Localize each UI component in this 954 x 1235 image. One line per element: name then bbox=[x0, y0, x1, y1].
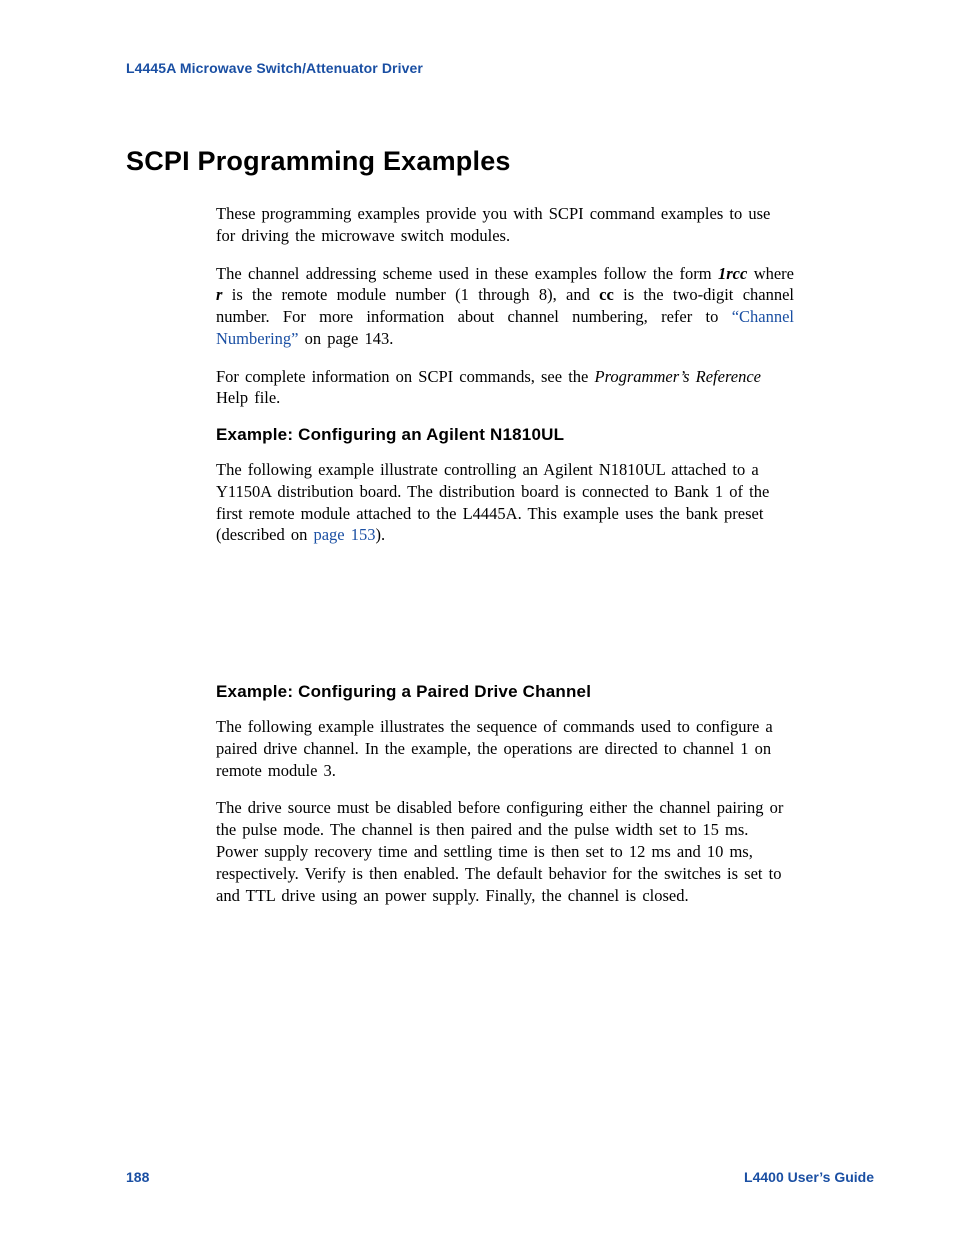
section-title: SCPI Programming Examples bbox=[126, 146, 828, 177]
text-run: is the remote module number (1 through 8… bbox=[222, 285, 599, 304]
example-1-heading: Example: Configuring an Agilent N1810UL bbox=[216, 425, 794, 445]
text-run: Help file. bbox=[216, 388, 280, 407]
page-footer: 188 L4400 User’s Guide bbox=[126, 1169, 874, 1185]
text-run: The following example illustrate control… bbox=[216, 460, 769, 544]
code-placeholder-gap bbox=[216, 562, 794, 672]
text-run: The channel addressing scheme used in th… bbox=[216, 264, 718, 283]
doc-title-italic: Programmer’s Reference bbox=[594, 367, 761, 386]
page-number: 188 bbox=[126, 1169, 149, 1185]
text-run: For complete information on SCPI command… bbox=[216, 367, 594, 386]
body-column: These programming examples provide you w… bbox=[216, 203, 794, 906]
cross-ref-link[interactable]: page 153 bbox=[313, 525, 375, 544]
example-1-paragraph: The following example illustrate control… bbox=[216, 459, 794, 546]
text-run: and TTL drive using an bbox=[216, 886, 385, 905]
text-run: where bbox=[747, 264, 794, 283]
text-run: ). bbox=[376, 525, 386, 544]
text-run: power supply. Finally, the channel is cl… bbox=[385, 886, 689, 905]
running-head: L4445A Microwave Switch/Attenuator Drive… bbox=[126, 60, 828, 76]
text-run: on page 143. bbox=[298, 329, 393, 348]
example-2-paragraph-2: The drive source must be disabled before… bbox=[216, 797, 794, 906]
inline-code-form: 1rcc bbox=[718, 264, 747, 283]
intro-paragraph-1: These programming examples provide you w… bbox=[216, 203, 794, 247]
intro-paragraph-2: The channel addressing scheme used in th… bbox=[216, 263, 794, 350]
intro-paragraph-3: For complete information on SCPI command… bbox=[216, 366, 794, 410]
text-run: The drive source must be disabled before… bbox=[216, 798, 783, 882]
footer-doc-title: L4400 User’s Guide bbox=[744, 1169, 874, 1185]
example-2-paragraph-1: The following example illustrates the se… bbox=[216, 716, 794, 781]
example-2-heading: Example: Configuring a Paired Drive Chan… bbox=[216, 682, 794, 702]
inline-variable-cc: cc bbox=[599, 285, 614, 304]
document-page: L4445A Microwave Switch/Attenuator Drive… bbox=[0, 0, 954, 1235]
